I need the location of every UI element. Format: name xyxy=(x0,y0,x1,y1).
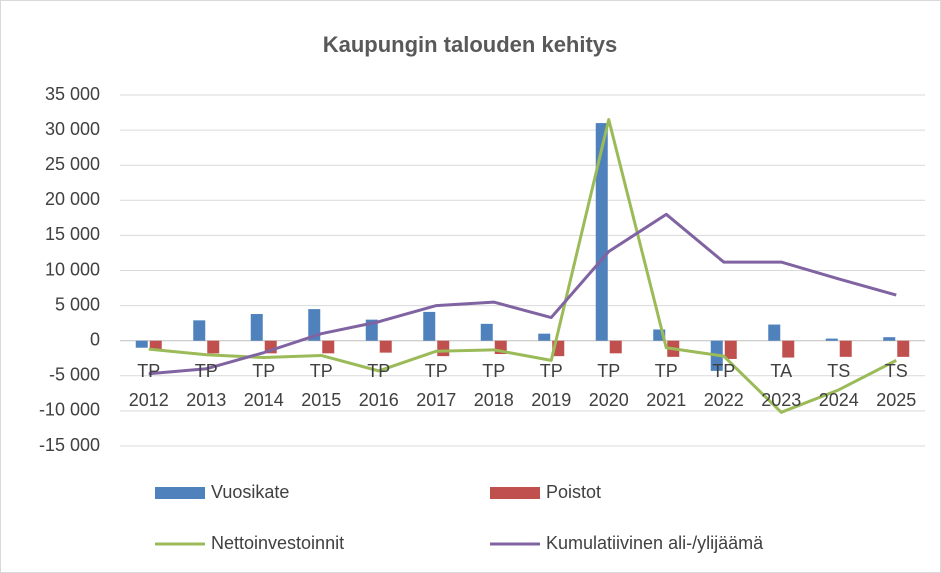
y-tick-label: 25 000 xyxy=(45,154,100,174)
x-tick-label: TP xyxy=(137,361,160,381)
y-tick-label: 35 000 xyxy=(45,84,100,104)
x-tick-label: TP xyxy=(252,361,275,381)
x-tick-label: TP xyxy=(195,361,218,381)
bar xyxy=(768,324,781,341)
x-tick-label: TP xyxy=(310,361,333,381)
bar xyxy=(480,323,493,341)
x-tick-label: 2015 xyxy=(301,390,341,410)
line xyxy=(148,118,897,414)
bar xyxy=(423,311,436,341)
legend-swatch xyxy=(155,487,205,499)
bar xyxy=(135,340,148,348)
bar xyxy=(250,314,263,341)
y-tick-label: 20 000 xyxy=(45,189,100,209)
y-tick-label: 10 000 xyxy=(45,259,100,279)
x-tick-label: 2020 xyxy=(589,390,629,410)
x-tick-label: TP xyxy=(655,361,678,381)
x-tick-label: 2017 xyxy=(416,390,456,410)
x-tick-label: TP xyxy=(367,361,390,381)
legend-label: Kumulatiivinen ali-/ylijäämä xyxy=(546,533,764,553)
bar xyxy=(322,340,335,354)
bar xyxy=(379,340,392,353)
bar xyxy=(897,340,910,357)
x-tick-label: TS xyxy=(885,361,908,381)
x-tick-label: 2012 xyxy=(129,390,169,410)
x-tick-label: TA xyxy=(770,361,792,381)
x-tick-label: 2014 xyxy=(244,390,284,410)
x-tick-label: 2023 xyxy=(761,390,801,410)
bar xyxy=(207,340,220,354)
x-tick-label: TP xyxy=(712,361,735,381)
x-tick-label: 2025 xyxy=(876,390,916,410)
x-tick-label: TS xyxy=(827,361,850,381)
x-tick-label: TP xyxy=(482,361,505,381)
bar xyxy=(883,337,896,341)
bar xyxy=(149,340,162,350)
y-tick-label: 5 000 xyxy=(55,294,100,314)
x-tick-label: TP xyxy=(597,361,620,381)
x-tick-label: 2022 xyxy=(704,390,744,410)
x-tick-label: 2016 xyxy=(359,390,399,410)
y-tick-label: -10 000 xyxy=(39,400,100,420)
legend-swatch xyxy=(490,487,540,499)
bar xyxy=(538,333,551,341)
legend-label: Nettoinvestoinnit xyxy=(211,533,344,553)
y-tick-label: 15 000 xyxy=(45,224,100,244)
x-tick-label: 2018 xyxy=(474,390,514,410)
x-tick-label: TP xyxy=(425,361,448,381)
bar xyxy=(839,340,852,357)
y-tick-label: 0 xyxy=(90,329,100,349)
chart-title: Kaupungin talouden kehitys xyxy=(323,32,618,57)
legend-label: Vuosikate xyxy=(211,482,289,502)
bar xyxy=(653,329,666,341)
x-tick-label: 2024 xyxy=(819,390,859,410)
bar xyxy=(782,340,795,358)
y-tick-label: -5 000 xyxy=(49,365,100,385)
x-tick-label: 2019 xyxy=(531,390,571,410)
x-tick-label: 2021 xyxy=(646,390,686,410)
x-tick-label: TP xyxy=(540,361,563,381)
legend-label: Poistot xyxy=(546,482,601,502)
x-tick-label: 2013 xyxy=(186,390,226,410)
line xyxy=(148,212,897,376)
bar xyxy=(595,123,608,341)
bar xyxy=(724,340,737,359)
bar xyxy=(193,320,206,341)
bar xyxy=(609,340,622,354)
bar xyxy=(437,340,450,357)
bar xyxy=(825,338,838,341)
bar xyxy=(308,309,321,341)
y-tick-label: -15 000 xyxy=(39,435,100,455)
y-tick-label: 30 000 xyxy=(45,119,100,139)
